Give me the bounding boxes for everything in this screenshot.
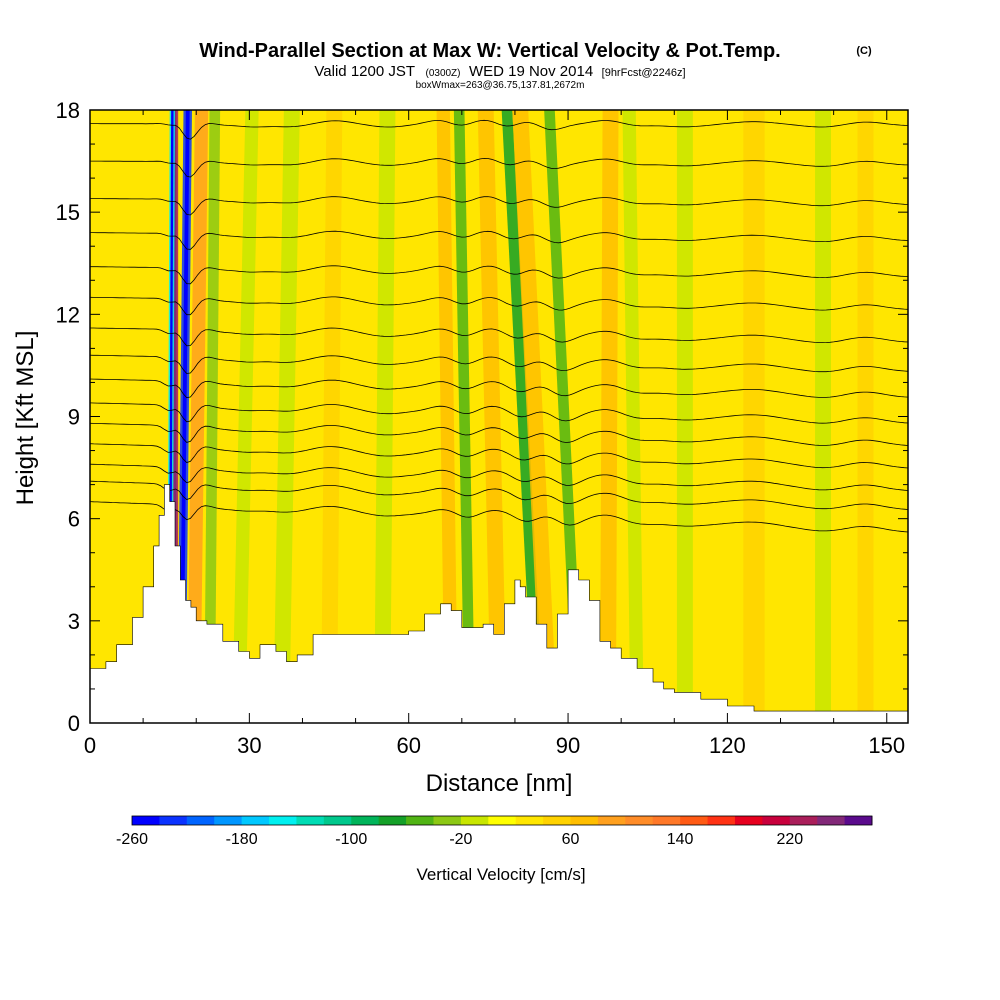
x-tick-label: 120 bbox=[709, 733, 746, 758]
velocity-band bbox=[622, 110, 644, 723]
theta-contour bbox=[90, 402, 908, 424]
x-tick-label: 30 bbox=[237, 733, 261, 758]
colorbar-swatch bbox=[269, 816, 297, 825]
y-tick-label: 9 bbox=[68, 405, 80, 430]
velocity-band bbox=[321, 110, 343, 723]
colorbar-label: 220 bbox=[776, 831, 803, 848]
colorbar-swatch bbox=[707, 816, 736, 825]
potential-temperature-contours bbox=[90, 119, 908, 533]
y-tick-label: 0 bbox=[68, 711, 80, 736]
colorbar-swatch bbox=[132, 816, 160, 825]
colorbar-label: -20 bbox=[449, 831, 472, 848]
theta-contour bbox=[90, 157, 908, 178]
colorbar-swatch bbox=[789, 816, 818, 825]
y-tick-label: 15 bbox=[56, 200, 80, 225]
y-axis: 0 3 6 9 12 15 18 bbox=[56, 98, 908, 736]
colorbar-swatch bbox=[734, 816, 763, 825]
velocity-band-core bbox=[179, 110, 190, 723]
velocity-band bbox=[453, 110, 476, 723]
x-tick-label: 60 bbox=[396, 733, 420, 758]
valid-time-line: Valid 1200 JST (0300Z) WED 19 Nov 2014 [… bbox=[314, 63, 685, 80]
y-tick-label: 3 bbox=[68, 609, 80, 634]
theta-contour bbox=[90, 463, 908, 491]
colorbar-label: 140 bbox=[667, 831, 694, 848]
velocity-band bbox=[599, 110, 619, 723]
colorbar-swatch bbox=[515, 816, 544, 825]
forecast-info: [9hrFcst@2246z] bbox=[602, 67, 686, 79]
theta-contour bbox=[90, 378, 908, 399]
chart-title: Wind-Parallel Section at Max W: Vertical… bbox=[199, 40, 780, 62]
copyright-mark: (C) bbox=[856, 45, 872, 57]
colorbar-swatch bbox=[597, 816, 626, 825]
theta-contour bbox=[90, 265, 908, 285]
y-tick-label: 6 bbox=[68, 507, 80, 532]
box-wmax-info: boxWmax=263@36.75,137.81,2672m bbox=[416, 80, 585, 91]
velocity-band bbox=[374, 110, 396, 723]
colorbar-label: -260 bbox=[116, 831, 148, 848]
velocity-band bbox=[815, 110, 831, 723]
colorbar-swatch bbox=[186, 816, 215, 825]
plot-area bbox=[90, 110, 908, 723]
x-tick-label: 150 bbox=[868, 733, 905, 758]
colorbar-swatch bbox=[351, 816, 380, 825]
colorbar-swatch bbox=[652, 816, 681, 825]
velocity-field bbox=[167, 110, 874, 723]
colorbar-label: 60 bbox=[562, 831, 580, 848]
colorbar-swatch bbox=[214, 816, 243, 825]
valid-date: WED 19 Nov 2014 bbox=[469, 63, 593, 80]
colorbar-swatch bbox=[625, 816, 654, 825]
theta-contour bbox=[90, 443, 908, 469]
colorbar-label: -180 bbox=[226, 831, 258, 848]
x-axis: 0 30 60 90 120 150 bbox=[84, 110, 905, 758]
y-tick-label: 18 bbox=[56, 98, 80, 123]
velocity-band bbox=[204, 110, 221, 723]
terrain-mask bbox=[90, 484, 908, 723]
colorbar-swatch bbox=[570, 816, 599, 825]
theta-contour bbox=[90, 196, 908, 216]
velocity-band bbox=[477, 110, 507, 723]
colorbar-swatch bbox=[406, 816, 434, 825]
theta-contour bbox=[90, 480, 908, 510]
velocity-band bbox=[743, 110, 765, 723]
colorbar-swatch bbox=[817, 816, 846, 825]
velocity-band bbox=[512, 110, 558, 723]
theta-contour bbox=[90, 501, 908, 533]
colorbar-swatch bbox=[296, 816, 325, 825]
theta-contour bbox=[90, 354, 908, 374]
y-tick-label: 12 bbox=[56, 302, 80, 327]
colorbar-swatch bbox=[433, 816, 462, 825]
colorbar-swatch bbox=[378, 816, 407, 825]
colorbar-swatch bbox=[323, 816, 352, 825]
velocity-band bbox=[676, 110, 693, 723]
x-tick-label: 90 bbox=[556, 733, 580, 758]
valid-prefix: Valid 1200 JST bbox=[314, 63, 415, 80]
velocity-band bbox=[436, 110, 458, 723]
valid-utc: (0300Z) bbox=[425, 68, 460, 79]
velocity-band bbox=[186, 110, 209, 723]
theta-contour bbox=[90, 296, 908, 316]
colorbar-swatch bbox=[844, 816, 873, 825]
colorbar-swatch bbox=[241, 816, 270, 825]
theta-contour bbox=[90, 327, 908, 347]
chart-title-block: Wind-Parallel Section at Max W: Vertical… bbox=[199, 40, 872, 91]
colorbar-swatch bbox=[762, 816, 791, 825]
colorbar-label: -100 bbox=[335, 831, 367, 848]
colorbar: -260 -180 -100 -20 60 140 220 bbox=[116, 815, 873, 848]
velocity-band bbox=[232, 110, 259, 723]
theta-contour bbox=[90, 230, 908, 250]
x-axis-label: Distance [nm] bbox=[426, 770, 573, 797]
colorbar-title: Vertical Velocity [cm/s] bbox=[416, 865, 585, 884]
colorbar-swatch bbox=[159, 816, 188, 825]
colorbar-swatch bbox=[488, 816, 517, 825]
y-axis-label: Height [Kft MSL] bbox=[12, 331, 39, 506]
colorbar-swatch bbox=[460, 816, 489, 825]
colorbar-swatch bbox=[543, 816, 572, 825]
velocity-band bbox=[857, 110, 874, 723]
theta-contour bbox=[90, 422, 908, 446]
velocity-band bbox=[273, 110, 300, 723]
theta-contour bbox=[90, 119, 908, 140]
x-tick-label: 0 bbox=[84, 733, 96, 758]
colorbar-swatch bbox=[680, 816, 709, 825]
